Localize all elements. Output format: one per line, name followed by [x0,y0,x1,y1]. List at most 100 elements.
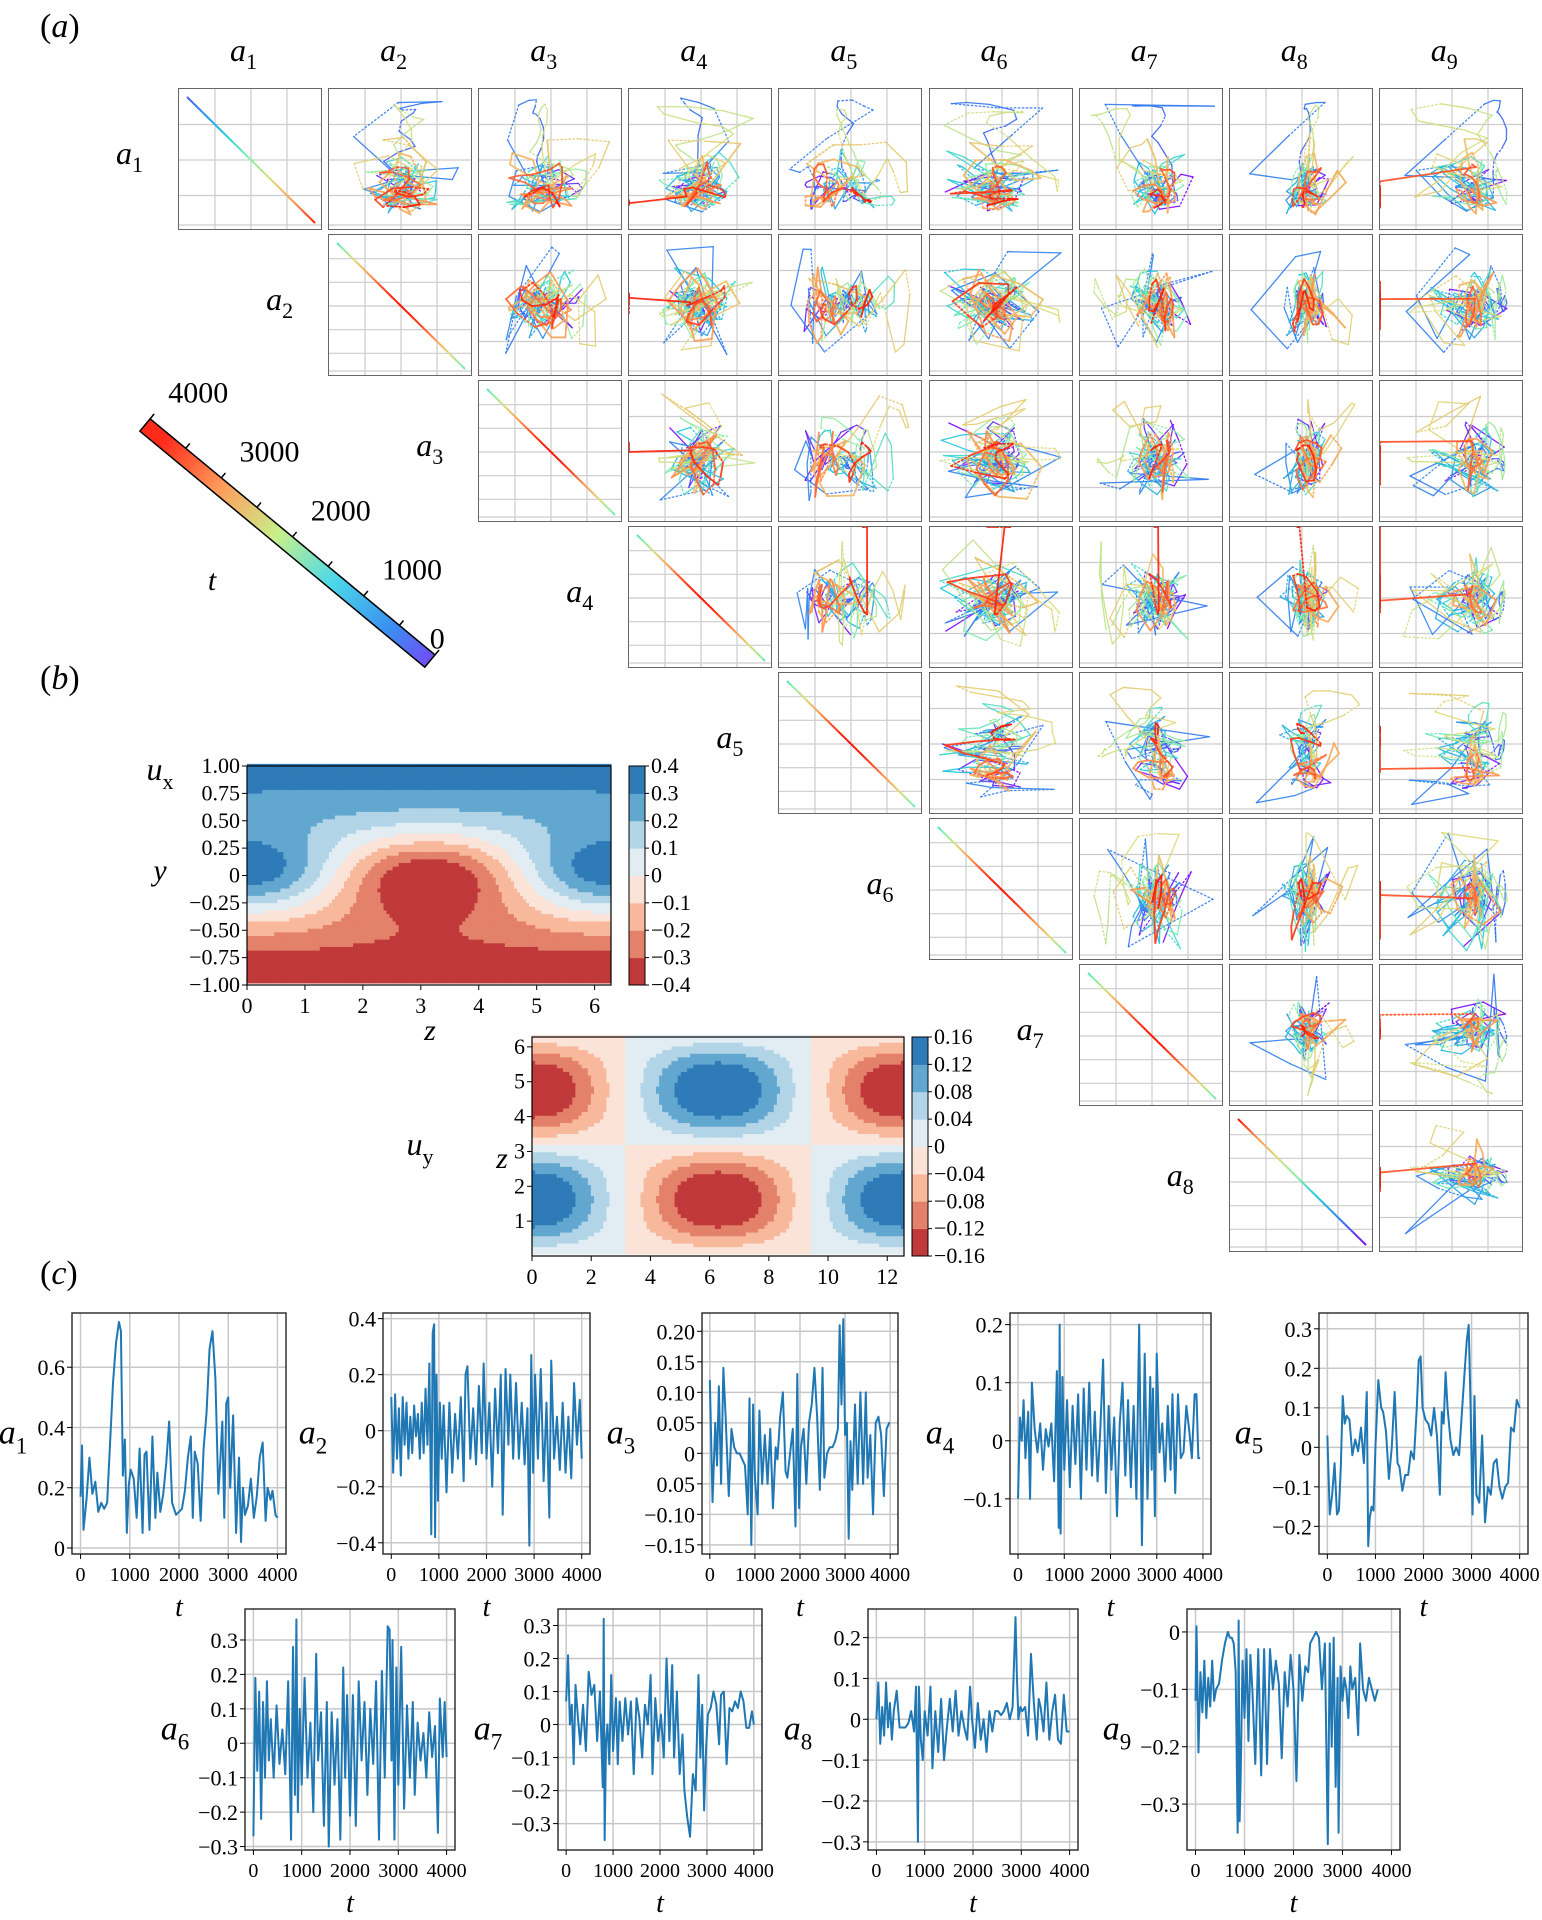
diagonal-trajectory [452,356,454,358]
trajectory-segment [526,206,540,213]
trajectory-segment [1442,197,1460,198]
scatter-cell-a2-vs-a7 [1079,234,1223,376]
trajectory-segment [1254,474,1288,491]
trajectory-segment [1470,109,1493,116]
cell-plot [629,235,772,376]
trajectory-segment [1249,174,1291,180]
trajectory-segment [660,314,664,317]
trajectory-segment [875,479,889,491]
trajectory-segment [894,171,901,192]
trajectory-segment [506,309,515,353]
y-tick-label: 0.50 [202,808,241,833]
trajectory-segment [657,107,664,114]
trajectory-segment [795,441,806,470]
diagonal-cell-a2 [328,234,472,376]
trajectory-segment [874,450,877,466]
diagonal-trajectory [240,150,242,152]
cell-plot [1230,235,1373,376]
row-label-a1: a1 [116,137,143,176]
trajectory-segment [579,300,580,343]
colorbar-tick-label: −0.16 [934,1243,985,1268]
cell-plot [479,381,622,522]
diagonal-trajectory [238,147,240,149]
diagonal-trajectory [605,505,607,507]
diagonal-trajectory [555,456,557,458]
trajectory-segment [556,183,579,184]
scatter-cell-a3-vs-a5 [778,380,922,522]
trajectory-segment [863,142,887,145]
trajectory-segment [599,142,609,168]
trajectory-segment [538,149,541,155]
diagonal-trajectory [255,164,257,166]
trajectory-segment [965,493,995,498]
row-label-a5: a5 [716,721,743,760]
trajectory-segment [950,193,979,194]
colorbar-segment [912,1201,928,1229]
trajectory-segment [1133,269,1144,284]
diagonal-trajectory [193,103,195,105]
scatter-cell-a1-vs-a8 [1229,88,1373,230]
trajectory-segment [1121,428,1129,458]
trajectory-segment [509,176,518,178]
colorbar-segment [629,766,645,794]
cell-plot [930,381,1073,522]
trajectory-segment [1474,299,1475,310]
trajectory-segment [1144,406,1160,408]
diagonal-trajectory [454,359,456,361]
diagonal-trajectory [594,494,596,496]
trajectory-segment [894,283,895,302]
trajectory-segment [1174,431,1184,440]
trajectory-segment [1331,448,1341,465]
trajectory-segment [1304,425,1307,430]
diagonal-trajectory [422,327,424,329]
trajectory-segment [887,317,896,352]
diagonal-trajectory [264,173,266,175]
cell-plot [930,235,1073,376]
trajectory-segment [1164,316,1165,330]
trajectory-segment [1475,327,1486,329]
diagonal-trajectory [543,444,545,446]
trajectory-segment [552,247,559,253]
trajectory-segment [1502,275,1505,288]
diagonal-trajectory [356,262,358,264]
trajectory-segment [1155,195,1161,196]
diagonal-trajectory [311,219,313,221]
trajectory-segment [662,394,701,424]
trajectory-segment [1443,170,1473,191]
diagonal-trajectory [519,421,521,423]
diagonal-trajectory [500,402,502,404]
diagonal-trajectory [219,129,221,131]
trajectory-segment [845,110,847,114]
trajectory-segment [1099,289,1105,303]
diagonal-trajectory [388,293,390,295]
trajectory-segment [1486,115,1492,120]
colorbar-tick-label: 0.04 [934,1106,973,1131]
diagonal-trajectory [354,260,356,262]
trajectory-segment [1112,410,1129,426]
trajectory-segment [951,102,966,103]
row-label-a6: a6 [867,867,894,906]
x-tick-label: 6 [704,1264,715,1289]
trajectory-segment [821,270,822,276]
trajectory-segment [986,116,989,123]
scatter-cell-a2-vs-a5 [778,234,922,376]
trajectory-segment [816,483,817,496]
y-tick-label: 5 [514,1069,525,1094]
diagonal-trajectory [343,249,345,251]
colorbar-tick-label: 3000 [240,436,300,469]
diagonal-trajectory [511,412,513,414]
diagonal-trajectory [461,365,463,367]
colorbar-tick-label: 0.08 [934,1079,973,1104]
trajectory-segment [1130,144,1141,147]
trajectory-segment [1117,311,1126,315]
trajectory-segment [1127,458,1134,470]
trajectory-segment [991,409,1025,431]
colorbar-tick-label: 0.4 [651,753,679,778]
diagonal-trajectory [498,400,500,402]
cell-plot [779,235,922,376]
column-label-a9: a9 [1431,34,1458,73]
trajectory-segment [575,299,606,320]
panel-a-label: (a) [40,8,80,46]
trajectory-segment [1496,176,1499,189]
diagonal-trajectory [547,448,549,450]
